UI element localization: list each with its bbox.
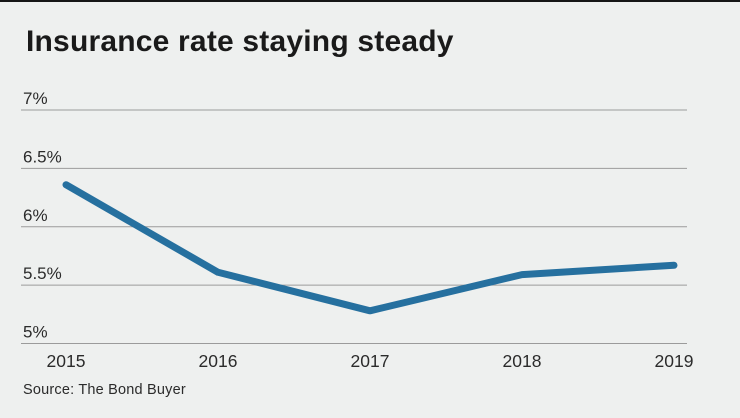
y-tick-label: 5% (23, 323, 48, 342)
x-tick-label: 2015 (47, 351, 86, 371)
x-tick-label: 2019 (655, 351, 694, 371)
source-note: Source: The Bond Buyer (23, 382, 186, 398)
y-tick-label: 6.5% (23, 147, 62, 166)
chart-title: Insurance rate staying steady (26, 25, 454, 58)
y-tick-label: 5.5% (23, 264, 62, 283)
data-line (62, 181, 678, 315)
y-tick-label: 6% (23, 206, 48, 225)
x-tick-label: 2018 (503, 351, 542, 371)
y-tick-label: 7% (23, 89, 48, 108)
x-tick-label: 2017 (351, 351, 390, 371)
x-tick-label: 2016 (199, 351, 238, 371)
